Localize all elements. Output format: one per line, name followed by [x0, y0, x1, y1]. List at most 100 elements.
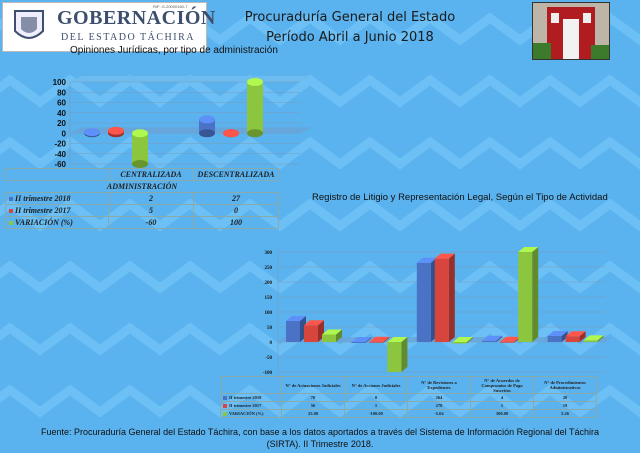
- chart2-bar: [304, 325, 318, 342]
- table-cell: 278: [407, 401, 471, 410]
- chart2-bar-top: [482, 335, 503, 341]
- chart2-bar: [565, 336, 580, 342]
- chart1-bar-bottom: [199, 129, 215, 138]
- chart2-tick-label: -50: [265, 356, 272, 361]
- table-cell: -60: [108, 216, 194, 229]
- chart1-tick-label: 80: [57, 88, 66, 97]
- table-row: VARIACIÓN (%) -60 100: [5, 216, 279, 229]
- chart2-bar-top: [304, 320, 324, 326]
- footer-line: Fuente: Procuraduría General del Estado …: [41, 427, 599, 437]
- chart2-bar-top: [387, 337, 408, 342]
- table-row: N° de Actuaciones Judiciales N° de Accio…: [220, 376, 597, 394]
- chart2-bar: [518, 252, 533, 342]
- chart2-tick-label: -100: [263, 371, 273, 376]
- chart2-bar-top: [583, 335, 604, 341]
- chart1-bar-top: [247, 78, 263, 86]
- chart2-bar-top: [434, 253, 455, 259]
- chart1-tick-label: -60: [54, 160, 66, 169]
- chart1-bar-bottom: [132, 160, 148, 168]
- chart2-bar: [482, 340, 497, 342]
- legend-key: [9, 197, 13, 202]
- chart2-tick-label: 150: [265, 296, 273, 301]
- series-label: II trimestre 2017: [15, 206, 71, 215]
- chart2-bar: [369, 341, 384, 343]
- table-cell: 19: [533, 401, 597, 410]
- table-row: II trimestre 2018 70 0 264 4 20: [220, 393, 597, 402]
- chart2-bar: [387, 342, 402, 372]
- legend-key: [223, 411, 227, 416]
- chart2-bar-side: [336, 329, 342, 342]
- chart2-tick-label: 50: [267, 326, 273, 331]
- table-cell: 264: [407, 393, 471, 402]
- logo-rif: RIF: G-20000160-7: [153, 4, 188, 9]
- page-title: Procuraduría General del Estado: [244, 10, 456, 25]
- table-row: II trimestre 2017 56 1 278 1 19: [220, 401, 597, 410]
- chart2-bar: [322, 334, 336, 342]
- chart1-tick-label: -40: [54, 150, 66, 159]
- chart2-bar: [452, 342, 467, 344]
- chart2-bar: [416, 262, 431, 342]
- chart2-bar-top: [286, 316, 306, 321]
- footer-line: (SIRTA). II Trimestre 2018.: [266, 439, 374, 449]
- chart1-tick-label: 20: [57, 119, 66, 128]
- chart2-bar: [547, 336, 562, 342]
- chart1-bar-top: [132, 129, 148, 138]
- chart1-bar: [247, 82, 263, 134]
- chart2-bar-side: [365, 337, 372, 343]
- chart2-tick-label: 100: [265, 311, 273, 316]
- chart1-bar-bottom: [247, 129, 263, 138]
- chart2-bar-top: [518, 247, 539, 252]
- chart2-tick-label: 300: [265, 251, 273, 256]
- series-label: VARIACIÓN (%): [15, 218, 73, 227]
- table-row: VARIACIÓN (%) 25.00 -100.00 -5.04 300.00…: [220, 409, 597, 418]
- chart2-bar-top: [351, 337, 372, 342]
- series-label: II trimestre 2018: [229, 395, 262, 400]
- chart1-tick-label: 0: [62, 129, 67, 138]
- legend-key: [223, 395, 227, 400]
- chart2-bar: [351, 342, 366, 343]
- chart2-bar-side: [448, 253, 455, 342]
- legend-key: [9, 221, 13, 226]
- table-cell: -5.04: [407, 409, 471, 418]
- legend-key: [9, 209, 13, 214]
- chart2-bar-top: [500, 336, 521, 342]
- zigzag-stroke: [0, 260, 640, 294]
- table-cell: 20: [533, 393, 597, 402]
- table-cell: 70: [281, 393, 345, 402]
- chart1-tick-label: -20: [54, 140, 66, 149]
- chart1-tick-label: 100: [53, 78, 67, 87]
- chart1-data-table: CENTRALIZADA DESCENTRALIZADA ADMINISTRAC…: [5, 168, 279, 229]
- chart2-data-table: N° de Actuaciones Judiciales N° de Accio…: [220, 376, 597, 418]
- table-cell: 5.26: [533, 409, 597, 418]
- footer-source: Fuente: Procuraduría General del Estado …: [10, 426, 630, 450]
- series-label: II trimestre 2018: [15, 194, 71, 203]
- table-cell: 56: [281, 401, 345, 410]
- table-cell: 25.00: [281, 409, 345, 418]
- chart2-bar-side: [466, 337, 473, 344]
- chart2-bar-top: [416, 257, 437, 263]
- table-cell: 4: [470, 393, 534, 402]
- page-period: Período Abril a Junio 2018: [266, 30, 434, 45]
- chart1-bar: [132, 133, 148, 164]
- series-label: II trimestre 2017: [229, 403, 262, 408]
- category-label: N° de Revisiones a Expedientes: [407, 376, 471, 394]
- chart1-bar-top: [199, 115, 215, 124]
- chart2-bar-top: [565, 331, 586, 337]
- chart2-bar-top: [322, 329, 342, 335]
- chart2-bar-top: [369, 336, 390, 342]
- chart2-bar-side: [579, 331, 586, 342]
- chart1-tick-label: 40: [57, 109, 66, 118]
- chart2-tick-label: 200: [265, 281, 273, 286]
- table-cell: 1: [344, 401, 408, 410]
- chart2-bar: [286, 321, 300, 342]
- table-cell: 300.00: [470, 409, 534, 418]
- logo-title: GOBERNACIÓN: [57, 7, 216, 29]
- chart2-bar: [500, 341, 515, 343]
- category-label: N° de Actuaciones Judiciales: [281, 376, 345, 394]
- chart2-bar-side: [597, 335, 604, 342]
- table-cell: -100.00: [344, 409, 408, 418]
- chart2-bar-side: [532, 247, 539, 342]
- coat-of-arms-icon: [14, 10, 44, 39]
- chart2-title: Registro de Litigio y Representación Leg…: [312, 192, 608, 203]
